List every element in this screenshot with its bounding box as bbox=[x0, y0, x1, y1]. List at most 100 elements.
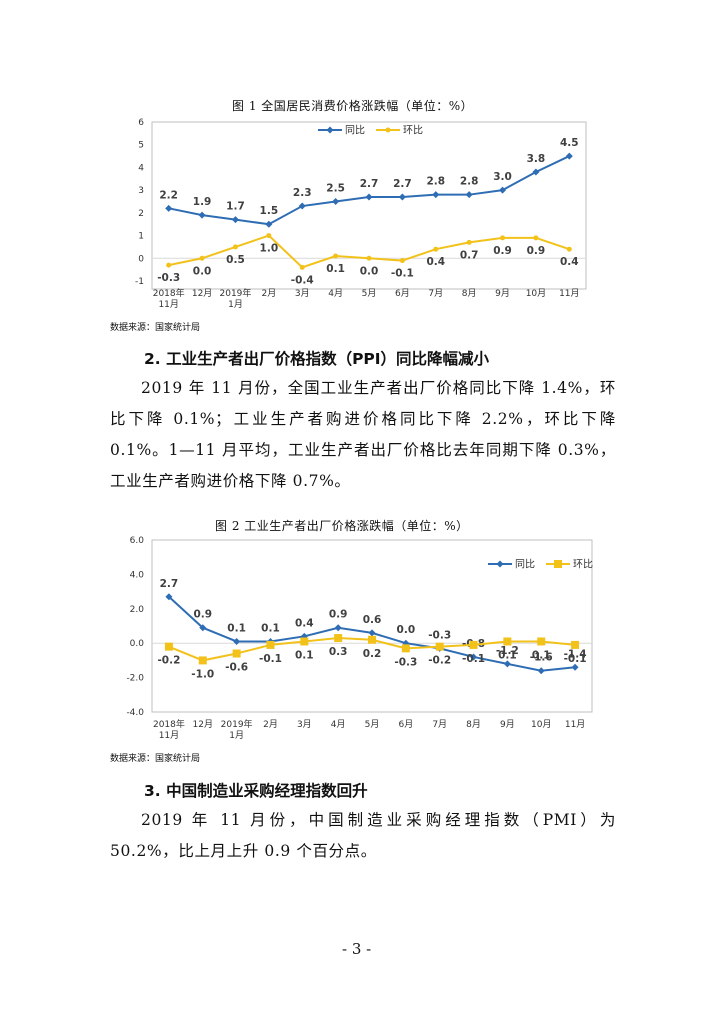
fig2-data-point bbox=[368, 635, 376, 644]
fig2-data-label: 0.1 bbox=[498, 649, 517, 661]
fig2-data-point bbox=[571, 663, 579, 671]
figure2-source: 数据来源：国家统计局 bbox=[110, 754, 201, 764]
figure2-chart: 6.0 4.0 2.0 0.0 -2.0 -4.0 2018年 11月 12月 2019年 1月 2… bbox=[126, 536, 593, 741]
section2-paragraph-text: 2019 年 11 月份，全国工业生产者出厂价格同比下降 1.4%，环比下降 0… bbox=[110, 379, 616, 490]
fig2-data-point bbox=[571, 640, 580, 649]
fig1-data-point bbox=[165, 204, 173, 212]
fig2-ytick-label: -2.0 bbox=[126, 674, 144, 684]
fig2-legend-label: 环比 bbox=[573, 559, 593, 571]
fig2-data-point bbox=[401, 644, 410, 653]
fig1-data-point bbox=[433, 246, 439, 252]
fig1-xtick-label: 7月 bbox=[428, 288, 443, 299]
fig1-xtick-label: 9月 bbox=[495, 288, 510, 299]
fig2-data-label: 0.3 bbox=[329, 646, 348, 658]
section3-paragraph-text: 2019 年 11 月份，中国制造业采购经理指数（PMI）为 50.2%，比上月… bbox=[110, 811, 616, 860]
fig1-data-label: 3.8 bbox=[527, 153, 546, 165]
fig2-xtick-label: 6月 bbox=[398, 719, 413, 730]
fig1-data-point bbox=[398, 193, 406, 201]
fig1-data-point bbox=[199, 255, 205, 261]
fig2-data-label: -1.2 bbox=[496, 645, 519, 657]
fig2-data-point bbox=[165, 593, 173, 601]
fig2-data-point bbox=[266, 640, 275, 649]
page-number: - 3 - bbox=[342, 940, 372, 958]
fig1-data-point bbox=[399, 258, 405, 264]
fig1-data-point bbox=[533, 235, 539, 241]
section2-paragraph: 2019 年 11 月份，全国工业生产者出厂价格同比下降 1.4%，环比下降 0… bbox=[110, 373, 616, 497]
fig2-data-label: 0.9 bbox=[193, 609, 212, 621]
fig2-data-label: -0.3 bbox=[394, 656, 417, 668]
fig2-data-label: 0.1 bbox=[532, 649, 551, 661]
fig2-data-point bbox=[537, 667, 545, 675]
fig1-data-label: 2.8 bbox=[426, 176, 445, 188]
figure1-title: 图 1 全国居民消费价格涨跌幅（单位：%） bbox=[232, 99, 474, 113]
fig2-data-label: -0.1 bbox=[564, 653, 587, 665]
fig1-legend-marker bbox=[385, 127, 391, 133]
fig1-legend-marker bbox=[326, 126, 334, 134]
fig2-data-point bbox=[334, 634, 343, 643]
fig1-ytick-label: 1 bbox=[138, 232, 144, 242]
fig2-data-label: 0.9 bbox=[329, 609, 348, 621]
fig2-data-label: 0.1 bbox=[227, 622, 246, 634]
fig2-data-label: 0.6 bbox=[363, 614, 382, 626]
figure1-chart: 6 5 4 3 2 1 0 -1 2018年 11月 12月 2019年 1月 2月 3月 4月 5月 6月 7月… bbox=[135, 118, 587, 310]
fig1-legend-label: 同比 bbox=[345, 125, 365, 137]
fig1-data-label: 2.7 bbox=[360, 178, 379, 190]
fig1-legend-label: 环比 bbox=[403, 125, 423, 137]
fig2-data-point bbox=[470, 653, 478, 661]
fig2-data-label: 0.2 bbox=[363, 648, 382, 660]
fig2-data-label: -1.0 bbox=[191, 668, 214, 680]
fig1-data-label: 0.7 bbox=[460, 249, 479, 261]
fig1-data-point bbox=[366, 255, 372, 261]
fig1-xtick-label: 11月 bbox=[559, 288, 579, 299]
fig1-data-label: 0.1 bbox=[326, 263, 345, 275]
fig1-ytick-label: -1 bbox=[135, 277, 144, 287]
fig1-data-point bbox=[432, 191, 440, 199]
fig2-data-label: 0.4 bbox=[295, 617, 314, 629]
fig1-data-label: 1.7 bbox=[226, 201, 245, 213]
fig1-data-label: 2.5 bbox=[326, 183, 345, 195]
fig2-data-label: 0.0 bbox=[397, 624, 416, 636]
fig2-data-label: 2.7 bbox=[160, 578, 179, 590]
fig1-data-point bbox=[299, 264, 305, 270]
fig2-ytick-label: 2.0 bbox=[130, 605, 145, 615]
fig1-data-label: 3.0 bbox=[493, 171, 512, 183]
fig2-xtick-label: 5月 bbox=[365, 719, 380, 730]
fig1-data-label: 0.9 bbox=[493, 245, 512, 257]
fig2-data-point bbox=[334, 624, 342, 632]
fig1-data-label: 1.5 bbox=[260, 205, 279, 217]
fig1-ytick-label: 5 bbox=[138, 141, 144, 151]
fig2-xtick-label: 3月 bbox=[297, 719, 312, 730]
fig1-ytick-label: 2 bbox=[138, 209, 144, 219]
fig1-xtick-label: 4月 bbox=[328, 288, 343, 299]
fig2-data-label: -0.1 bbox=[462, 653, 485, 665]
fig1-data-label: -0.4 bbox=[291, 274, 314, 286]
fig2-xtick-label: 2月 bbox=[263, 719, 278, 730]
fig1-data-label: 0.0 bbox=[193, 265, 212, 277]
fig2-data-label: 0.1 bbox=[295, 649, 314, 661]
fig1-xtick-label: 12月 bbox=[192, 288, 212, 299]
fig1-data-label: 0.4 bbox=[426, 256, 445, 268]
fig1-data-label: 1.0 bbox=[260, 243, 279, 255]
fig2-data-point bbox=[198, 656, 207, 665]
fig1-data-point bbox=[332, 198, 340, 205]
figure2-title: 图 2 工业生产者出厂价格涨跌幅（单位：%） bbox=[215, 519, 469, 533]
fig1-data-point bbox=[198, 211, 206, 219]
fig1-data-point bbox=[465, 191, 473, 199]
fig1-data-label: 2.8 bbox=[460, 176, 479, 188]
fig2-ytick-label: 0.0 bbox=[130, 639, 145, 649]
fig1-data-point bbox=[532, 168, 540, 176]
fig1-data-point bbox=[266, 233, 272, 239]
fig2-data-point bbox=[199, 624, 207, 632]
fig2-legend-marker bbox=[496, 560, 504, 568]
fig1-data-point bbox=[566, 246, 572, 252]
figure1-source: 数据来源：国家统计局 bbox=[110, 323, 201, 333]
fig2-legend-marker bbox=[554, 560, 562, 568]
fig2-data-label: -0.3 bbox=[428, 629, 451, 641]
section3-paragraph: 2019 年 11 月份，中国制造业采购经理指数（PMI）为 50.2%，比上月… bbox=[110, 805, 616, 867]
fig2-xtick-label: 2019年 1月 bbox=[221, 718, 253, 741]
fig1-data-label: 0.5 bbox=[226, 254, 245, 266]
fig2-data-point bbox=[503, 637, 512, 646]
fig1-ytick-label: 0 bbox=[138, 254, 144, 264]
section3-heading: 3. 中国制造业采购经理指数回升 bbox=[144, 782, 368, 800]
fig1-data-point bbox=[499, 186, 507, 194]
